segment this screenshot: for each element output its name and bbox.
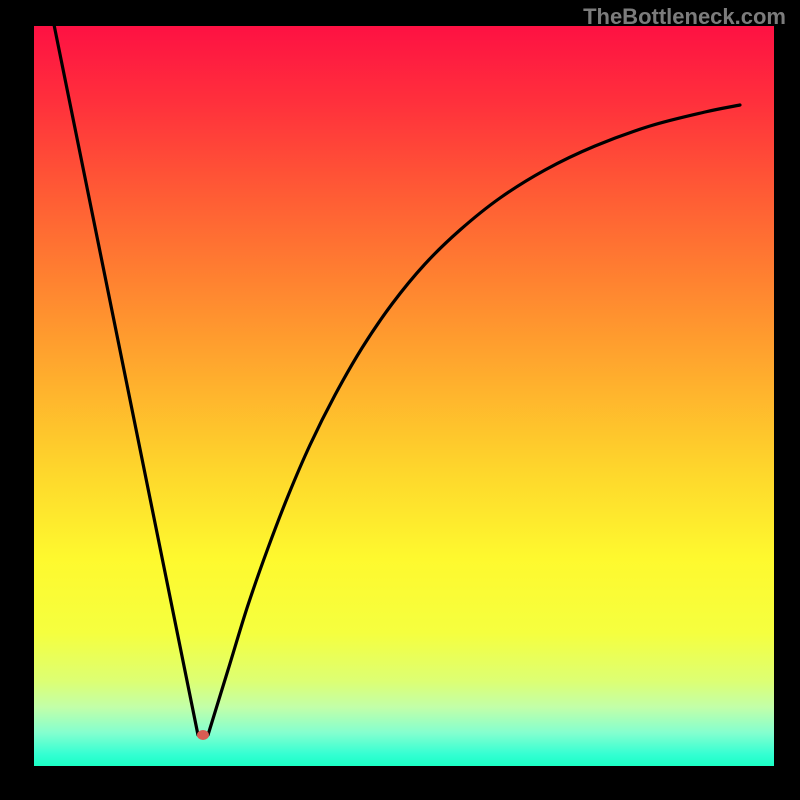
minimum-marker — [197, 730, 209, 740]
watermark-text: TheBottleneck.com — [583, 4, 786, 30]
chart-container: TheBottleneck.com — [0, 0, 800, 800]
curve-layer — [34, 26, 774, 766]
bottleneck-curve — [49, 26, 740, 735]
plot-area — [34, 26, 774, 766]
